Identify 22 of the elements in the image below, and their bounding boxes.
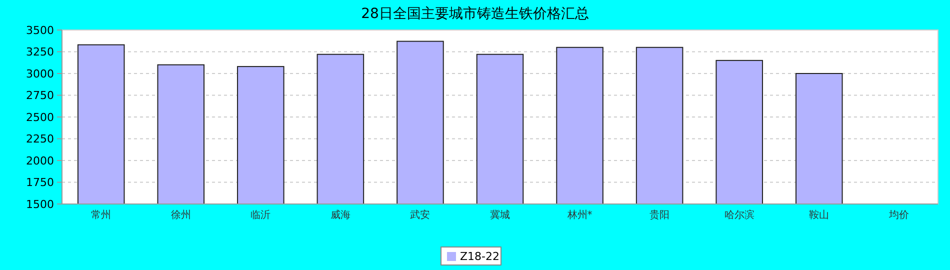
x-tick-label: 常州 (91, 209, 112, 221)
x-tick-label: 徐州 (170, 209, 191, 221)
y-tick-label: 2000 (26, 154, 54, 168)
x-tick-label: 贵阳 (650, 209, 670, 221)
y-tick-label: 2750 (26, 89, 54, 102)
x-tick-label: 临沂 (250, 209, 271, 221)
y-tick-label: 3500 (26, 24, 54, 37)
x-tick-label: 林州* (566, 209, 592, 221)
y-tick-label: 3000 (26, 67, 54, 80)
y-tick-label: 1750 (26, 176, 54, 190)
x-tick-label: 威海 (330, 209, 350, 221)
y-tick-label: 3250 (26, 46, 54, 59)
y-tick-label: 1500 (26, 198, 54, 211)
y-tick-label: 2250 (26, 132, 54, 146)
x-tick-label: 武安 (410, 209, 430, 221)
y-tick-label: 2500 (26, 110, 54, 124)
x-tick-label: 哈尔滨 (724, 209, 754, 221)
x-tick-label: 鞍山 (809, 209, 830, 221)
x-tick-label: 冀城 (490, 209, 510, 221)
legend-label: Z18-22 (460, 250, 500, 263)
chart-title: 28日全国主要城市铸造生铁价格汇总 (361, 6, 589, 22)
x-tick-label: 均价 (888, 209, 909, 221)
